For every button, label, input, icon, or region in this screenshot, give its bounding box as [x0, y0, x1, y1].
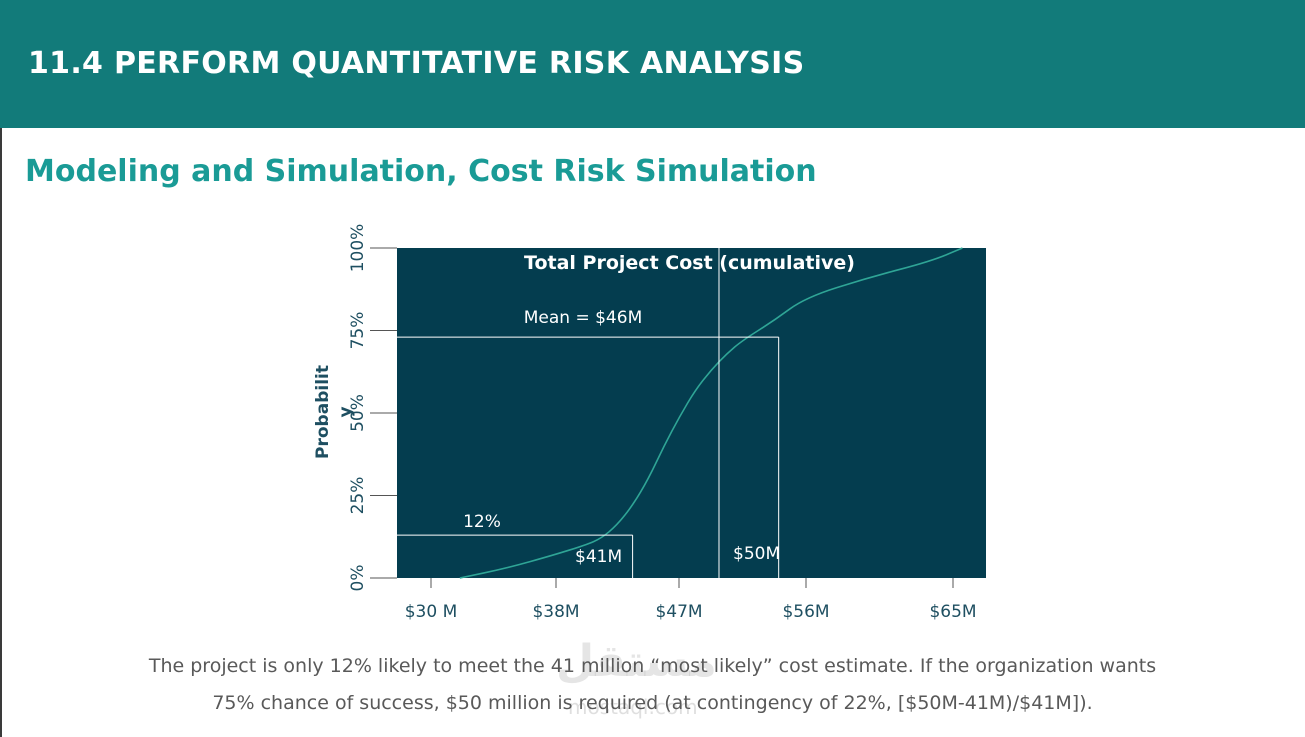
- watermark-logo: مستقل: [556, 636, 717, 687]
- y-tick-label: 100%: [348, 224, 368, 273]
- annotation-label: Mean = $46M: [524, 308, 643, 328]
- x-tick-label: $38M: [532, 602, 579, 622]
- x-tick-label: $56M: [782, 602, 829, 622]
- slide-header: 11.4 PERFORM QUANTITATIVE RISK ANALYSIS: [0, 0, 1305, 128]
- cdf-curve: [459, 247, 963, 579]
- x-tick-label: $30 M: [405, 602, 458, 622]
- caption-line-2: 75% chance of success, $50 million is re…: [212, 692, 1093, 714]
- watermark-url: mostaql.com: [568, 695, 698, 719]
- left-border: [0, 128, 2, 737]
- x-tick-label: $47M: [655, 602, 702, 622]
- y-tick-label: 75%: [348, 312, 368, 350]
- annotation-label: $41M: [575, 547, 622, 567]
- plot-area: [397, 248, 986, 578]
- y-tick-label: 25%: [348, 477, 368, 515]
- y-axis-title: y: [336, 406, 356, 417]
- caption-line-1: The project is only 12% likely to meet t…: [148, 655, 1157, 677]
- y-tick-label: 50%: [348, 394, 368, 432]
- chart-title: Total Project Cost (cumulative): [524, 252, 855, 274]
- slide-title: 11.4 PERFORM QUANTITATIVE RISK ANALYSIS: [28, 46, 805, 81]
- annotation-label: $50M: [733, 544, 780, 564]
- slide-subtitle: Modeling and Simulation, Cost Risk Simul…: [25, 154, 817, 189]
- annotation-label: 12%: [463, 512, 501, 532]
- x-tick-label: $65M: [929, 602, 976, 622]
- y-axis-title: Probabilit: [313, 365, 333, 459]
- y-tick-label: 0%: [348, 565, 368, 592]
